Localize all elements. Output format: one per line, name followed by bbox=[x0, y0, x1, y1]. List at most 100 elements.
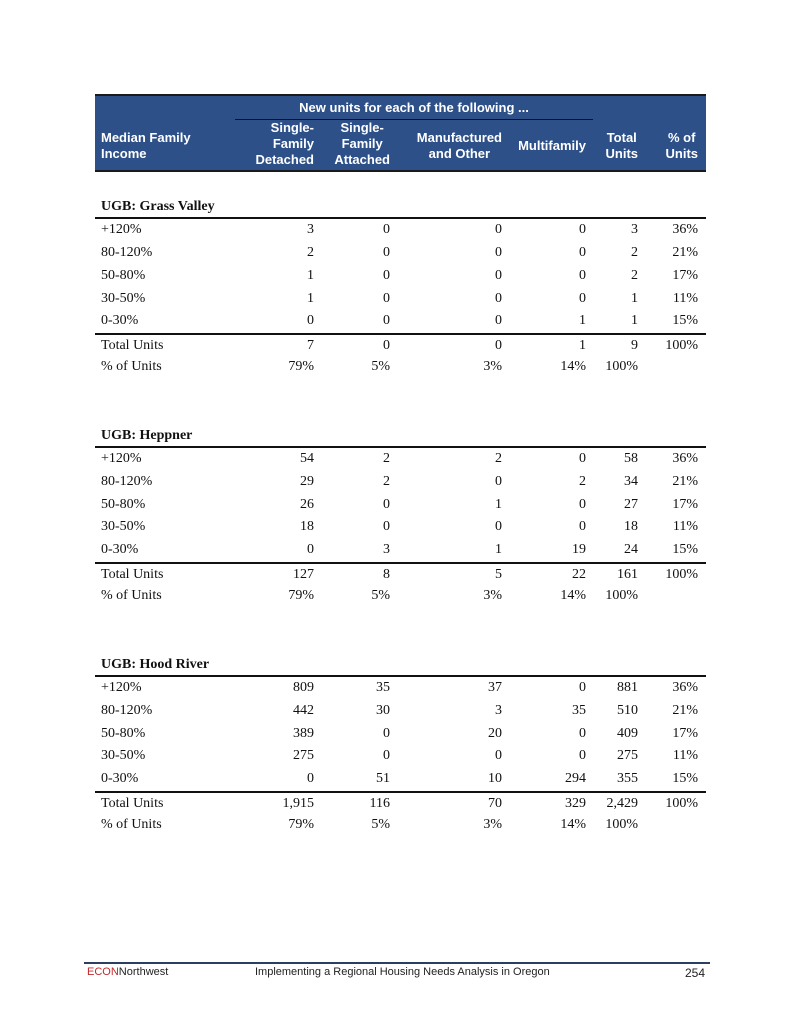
cell-value: 100% bbox=[605, 359, 638, 375]
cell-value: 294 bbox=[565, 771, 586, 787]
brand-econ: ECON bbox=[87, 966, 119, 978]
cell-value: 0 bbox=[579, 290, 586, 306]
cell-value: 5% bbox=[371, 359, 390, 375]
cell-value: 24 bbox=[624, 542, 638, 558]
cell-value: 21% bbox=[672, 473, 698, 489]
cell-value: 2 bbox=[631, 267, 638, 283]
cell-value: 2 bbox=[631, 244, 638, 260]
header-line: Manufactured bbox=[416, 130, 502, 145]
cell-value: 275 bbox=[293, 748, 314, 764]
header-line: Family bbox=[341, 136, 383, 151]
cell-value: 5% bbox=[371, 588, 390, 604]
cell-value: 18 bbox=[624, 519, 638, 535]
row-label: 50-80% bbox=[101, 725, 146, 741]
header-line: and Other bbox=[428, 146, 491, 161]
row-label: Total Units bbox=[101, 796, 164, 812]
cell-value: 19 bbox=[572, 542, 586, 558]
cell-value: 1 bbox=[579, 313, 586, 329]
cell-value: 0 bbox=[579, 450, 586, 466]
cell-value: 1 bbox=[495, 496, 502, 512]
brand-rest: orthwest bbox=[126, 966, 169, 978]
header-line: Single- bbox=[340, 120, 384, 135]
cell-value: 0 bbox=[307, 313, 314, 329]
cell-value: 14% bbox=[560, 588, 586, 604]
row-label: % of Units bbox=[101, 359, 162, 375]
row-label: Total Units bbox=[101, 567, 164, 583]
header-sfa: Single- Family Attached bbox=[334, 120, 390, 168]
cell-value: 355 bbox=[617, 771, 638, 787]
cell-value: 161 bbox=[617, 567, 638, 583]
cell-value: 8 bbox=[383, 567, 390, 583]
cell-value: 29 bbox=[300, 473, 314, 489]
cell-value: 20 bbox=[488, 725, 502, 741]
cell-value: 0 bbox=[495, 244, 502, 260]
section-title-text: UGB: Heppner bbox=[101, 427, 193, 443]
header-sfd: Single- Family Detached bbox=[255, 120, 314, 168]
cell-value: 809 bbox=[293, 679, 314, 695]
header-span-title: New units for each of the following ... bbox=[235, 100, 593, 120]
pct-row: % of Units 79% 5% 3% 14% 100% bbox=[95, 356, 706, 379]
cell-value: 510 bbox=[617, 702, 638, 718]
section-title: UGB: Grass Valley bbox=[95, 196, 706, 219]
table-row: +120% 3 0 0 0 3 36% bbox=[95, 219, 706, 242]
cell-value: 35 bbox=[376, 679, 390, 695]
cell-value: 17% bbox=[672, 725, 698, 741]
cell-value: 15% bbox=[672, 313, 698, 329]
cell-value: 70 bbox=[488, 796, 502, 812]
row-label: 80-120% bbox=[101, 702, 153, 718]
cell-value: 21% bbox=[672, 702, 698, 718]
cell-value: 34 bbox=[624, 473, 638, 489]
footer-brand: ECONNorthwest bbox=[87, 966, 168, 978]
cell-value: 0 bbox=[579, 748, 586, 764]
table-row: 0-30% 0 3 1 19 24 15% bbox=[95, 539, 706, 562]
cell-value: 27 bbox=[624, 496, 638, 512]
table-row: +120% 809 35 37 0 881 36% bbox=[95, 677, 706, 700]
cell-value: 17% bbox=[672, 496, 698, 512]
cell-value: 0 bbox=[383, 725, 390, 741]
cell-value: 36% bbox=[672, 679, 698, 695]
cell-value: 2 bbox=[383, 473, 390, 489]
table-row: 30-50% 275 0 0 0 275 11% bbox=[95, 745, 706, 768]
cell-value: 2 bbox=[307, 244, 314, 260]
table-row: +120% 54 2 2 0 58 36% bbox=[95, 448, 706, 471]
table-body: UGB: Grass Valley +120% 3 0 0 0 3 36% 80-120% 2 0 0… bbox=[95, 196, 706, 837]
cell-value: 0 bbox=[495, 473, 502, 489]
cell-value: 0 bbox=[383, 221, 390, 237]
row-label: Total Units bbox=[101, 338, 164, 354]
cell-value: 0 bbox=[383, 519, 390, 535]
cell-value: 7 bbox=[307, 338, 314, 354]
cell-value: 0 bbox=[383, 496, 390, 512]
row-label: +120% bbox=[101, 450, 142, 466]
cell-value: 100% bbox=[605, 817, 638, 833]
row-label: 0-30% bbox=[101, 542, 139, 558]
cell-value: 3 bbox=[495, 702, 502, 718]
cell-value: 14% bbox=[560, 817, 586, 833]
cell-value: 21% bbox=[672, 244, 698, 260]
row-label: 50-80% bbox=[101, 267, 146, 283]
row-label: 80-120% bbox=[101, 244, 153, 260]
row-label: 50-80% bbox=[101, 496, 146, 512]
header-line: Family bbox=[272, 136, 314, 151]
row-label: % of Units bbox=[101, 817, 162, 833]
header-line: Multifamily bbox=[518, 138, 586, 153]
cell-value: 79% bbox=[288, 359, 314, 375]
row-label: 80-120% bbox=[101, 473, 153, 489]
total-row: Total Units 1,915 116 70 329 2,429 100% bbox=[95, 791, 706, 814]
row-label: 0-30% bbox=[101, 313, 139, 329]
pct-row: % of Units 79% 5% 3% 14% 100% bbox=[95, 585, 706, 608]
header-line: Median Family bbox=[101, 130, 191, 145]
row-label: % of Units bbox=[101, 588, 162, 604]
cell-value: 11% bbox=[672, 748, 698, 764]
row-label: 30-50% bbox=[101, 290, 146, 306]
cell-value: 5 bbox=[495, 567, 502, 583]
cell-value: 0 bbox=[495, 338, 502, 354]
cell-value: 35 bbox=[572, 702, 586, 718]
header-line: Units bbox=[605, 146, 639, 161]
table-row: 80-120% 442 30 3 35 510 21% bbox=[95, 700, 706, 723]
cell-value: 26 bbox=[300, 496, 314, 512]
cell-value: 11% bbox=[672, 519, 698, 535]
footer-title: Implementing a Regional Housing Needs An… bbox=[255, 966, 550, 978]
header-multifamily: Multifamily bbox=[518, 138, 586, 154]
cell-value: 1 bbox=[631, 313, 638, 329]
cell-value: 0 bbox=[579, 496, 586, 512]
